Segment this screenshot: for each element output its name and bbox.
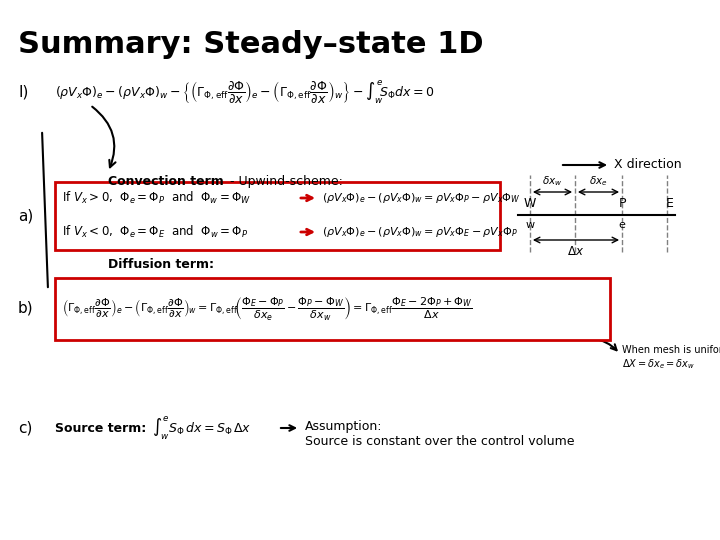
Text: Convection term: Convection term xyxy=(108,175,224,188)
FancyArrowPatch shape xyxy=(92,107,115,167)
Text: $(\rho V_x\Phi)_e - (\rho V_x\Phi)_w = \rho V_x\Phi_E - \rho V_x\Phi_P$: $(\rho V_x\Phi)_e - (\rho V_x\Phi)_w = \… xyxy=(322,225,518,239)
FancyArrowPatch shape xyxy=(593,339,616,350)
Text: c): c) xyxy=(18,421,32,435)
Text: Summary: Steady–state 1D: Summary: Steady–state 1D xyxy=(18,30,484,59)
Text: W: W xyxy=(524,197,536,210)
Text: $(\rho V_x\Phi)_e - (\rho V_x\Phi)_w - \left\{\left(\Gamma_{\Phi,\mathrm{eff}}\d: $(\rho V_x\Phi)_e - (\rho V_x\Phi)_w - \… xyxy=(55,78,434,106)
Text: When mesh is uniform:
$\Delta X = \delta x_e = \delta x_w$: When mesh is uniform: $\Delta X = \delta… xyxy=(622,345,720,371)
Text: - Upwind-scheme:: - Upwind-scheme: xyxy=(226,175,343,188)
Text: Assumption:
Source is constant over the control volume: Assumption: Source is constant over the … xyxy=(305,420,575,448)
Text: b): b) xyxy=(18,300,34,315)
Text: $\delta x_w$: $\delta x_w$ xyxy=(541,174,562,188)
FancyArrowPatch shape xyxy=(42,133,48,287)
Text: w: w xyxy=(526,220,534,230)
Text: Diffusion term:: Diffusion term: xyxy=(108,258,214,271)
Text: $\left(\Gamma_{\Phi,\mathrm{eff}}\dfrac{\partial\Phi}{\partial x}\right)_e - \le: $\left(\Gamma_{\Phi,\mathrm{eff}}\dfrac{… xyxy=(62,295,472,322)
Text: $\delta x_e$: $\delta x_e$ xyxy=(589,174,607,188)
Text: $(\rho V_x\Phi)_e - (\rho V_x\Phi)_w = \rho V_x\Phi_P - \rho V_x\Phi_W$: $(\rho V_x\Phi)_e - (\rho V_x\Phi)_w = \… xyxy=(322,191,521,205)
Text: X direction: X direction xyxy=(614,159,682,172)
Text: Source term:: Source term: xyxy=(55,422,146,435)
Text: e: e xyxy=(618,220,626,230)
Text: E: E xyxy=(666,197,674,210)
Text: P: P xyxy=(618,197,626,210)
Text: If $V_x > 0$,  $\Phi_e = \Phi_P$  and  $\Phi_w = \Phi_W$: If $V_x > 0$, $\Phi_e = \Phi_P$ and $\Ph… xyxy=(62,190,251,206)
Text: a): a) xyxy=(18,208,33,224)
Text: $\Delta x$: $\Delta x$ xyxy=(567,245,585,258)
Bar xyxy=(55,182,500,250)
Bar xyxy=(55,278,610,340)
Text: $\int_w^e S_\Phi\, dx = S_\Phi\,\Delta x$: $\int_w^e S_\Phi\, dx = S_\Phi\,\Delta x… xyxy=(152,415,251,442)
Text: I): I) xyxy=(18,84,28,99)
Text: If $V_x < 0$,  $\Phi_e = \Phi_E$  and  $\Phi_w = \Phi_P$: If $V_x < 0$, $\Phi_e = \Phi_E$ and $\Ph… xyxy=(62,224,248,240)
